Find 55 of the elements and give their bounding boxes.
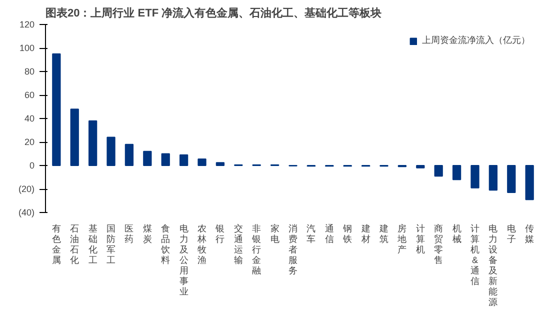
bar bbox=[88, 120, 98, 166]
x-tick-label: 电子 bbox=[506, 224, 516, 244]
x-tick-label: 建筑 bbox=[378, 224, 388, 244]
legend-label: 上周资金流净流入（亿元） bbox=[422, 34, 530, 47]
x-tick-label: 汽车 bbox=[306, 224, 316, 244]
bar bbox=[488, 165, 498, 191]
x-tick-label: 家电 bbox=[270, 224, 280, 244]
x-tick-label: 电力设备及新能源 bbox=[488, 224, 498, 307]
x-tick-label: 煤炭 bbox=[142, 224, 152, 244]
y-tick-label: (20) bbox=[18, 184, 35, 194]
x-tick-label: 建材 bbox=[360, 224, 370, 244]
y-tick-label: 40 bbox=[24, 114, 35, 124]
x-tick-label: 通信 bbox=[324, 224, 334, 244]
x-tick-label: 交通运输 bbox=[234, 224, 243, 265]
bar bbox=[198, 158, 206, 166]
bar bbox=[507, 165, 516, 194]
x-tick-label: 非银行金融 bbox=[251, 224, 262, 276]
y-tick-label: (40) bbox=[18, 208, 35, 218]
bar bbox=[525, 165, 534, 200]
x-tick-label: 基础化工 bbox=[87, 224, 98, 265]
x-tick-label: 机械 bbox=[452, 224, 462, 244]
x-tick-label: 银行 bbox=[214, 224, 225, 244]
y-tick-label: 100 bbox=[19, 43, 35, 53]
y-tick-label: 60 bbox=[24, 90, 35, 100]
bar bbox=[106, 136, 116, 166]
x-tick-label: 有色金属 bbox=[52, 224, 61, 265]
bar bbox=[179, 154, 188, 166]
bar bbox=[470, 165, 480, 188]
bar bbox=[143, 150, 152, 166]
x-tick-label: 农林牧渔 bbox=[196, 224, 207, 265]
bar bbox=[124, 144, 134, 166]
x-tick-label: 计算机&通信 bbox=[470, 224, 480, 286]
bar bbox=[416, 165, 425, 168]
bar bbox=[452, 165, 462, 180]
bar bbox=[216, 162, 225, 166]
y-tick-label: 0 bbox=[29, 160, 35, 170]
y-tick-label: 20 bbox=[24, 137, 35, 147]
x-tick-label: 食品饮料 bbox=[160, 224, 170, 265]
x-tick-label: 国防军工 bbox=[106, 224, 116, 265]
chart-title: 图表20：上周行业 ETF 净流入有色金属、石油化工、基础化工等板块 bbox=[46, 6, 382, 20]
x-tick-label: 商贸零售 bbox=[434, 224, 444, 265]
bar bbox=[161, 153, 170, 166]
x-tick-label: 石油石化 bbox=[70, 224, 80, 265]
y-tick-label: 80 bbox=[24, 66, 35, 76]
x-tick-label: 计算机 bbox=[416, 224, 425, 254]
x-tick-label: 医药 bbox=[124, 224, 134, 244]
x-tick-label: 消费者服务 bbox=[288, 224, 298, 276]
bar bbox=[70, 108, 79, 166]
bar bbox=[434, 165, 443, 177]
x-tick-label: 房地产 bbox=[396, 224, 407, 254]
y-tick-label: 120 bbox=[19, 20, 35, 30]
x-tick-label: 钢铁 bbox=[342, 224, 352, 244]
bar bbox=[52, 53, 61, 166]
x-tick-label: 电力及公用事业 bbox=[179, 224, 188, 296]
x-tick-label: 传媒 bbox=[525, 224, 534, 244]
